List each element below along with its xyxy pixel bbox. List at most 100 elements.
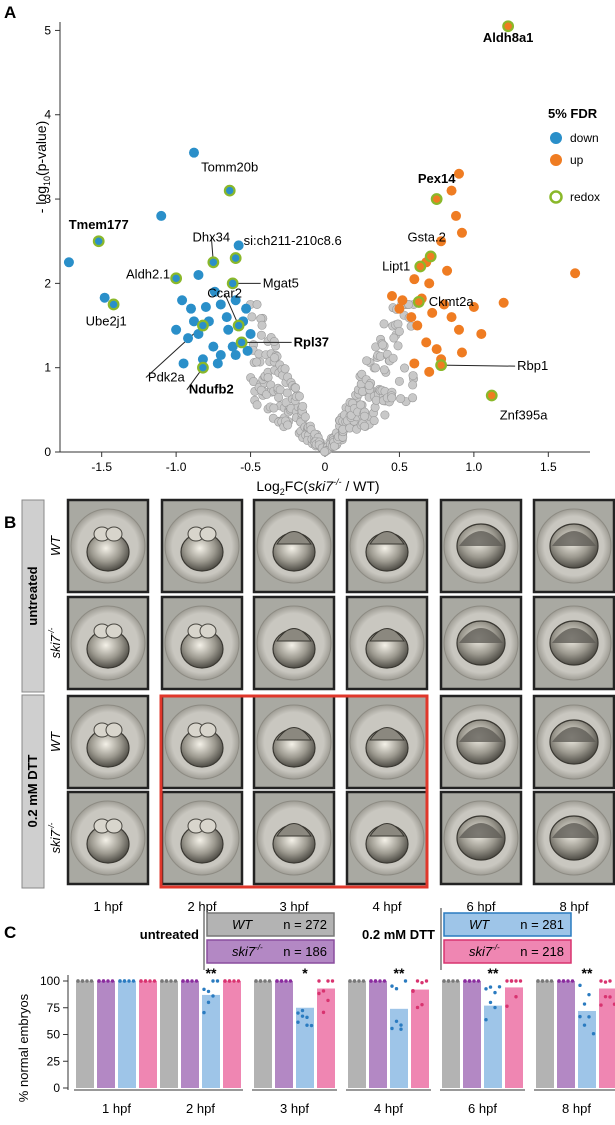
legend-untreated-label: untreated — [140, 927, 199, 942]
legend-genotype: ski7-/- — [232, 943, 263, 959]
replicate-dot — [300, 1014, 305, 1018]
ns-point — [269, 403, 279, 413]
replicate-dot — [451, 979, 455, 983]
bar-group-label: 6 hpf — [468, 1101, 497, 1116]
down-point — [215, 299, 226, 310]
blastoderm — [369, 727, 405, 741]
ns-point — [300, 412, 310, 422]
genotype-label: ski7-/- — [47, 627, 63, 658]
ns-point — [282, 388, 292, 398]
significant-points — [63, 20, 581, 402]
timepoint-label: 6 hpf — [467, 899, 496, 914]
replicate-dot — [97, 979, 101, 983]
blastoderm — [459, 727, 503, 742]
redox-point — [226, 277, 239, 290]
down-point — [212, 358, 223, 369]
y-tick-label: 5 — [44, 23, 51, 37]
timepoint-label: 3 hpf — [280, 899, 309, 914]
svg-text:untreated: untreated — [25, 566, 40, 625]
ns-point — [396, 394, 406, 404]
blastoderm — [459, 531, 503, 546]
replicate-dot — [394, 987, 399, 991]
replicate-dot — [599, 979, 603, 983]
redox-point — [502, 20, 515, 33]
volcano-legend: 5% FDR down up redox — [548, 106, 600, 204]
bar — [442, 981, 460, 1088]
replicate-dot — [540, 979, 545, 983]
ns-point — [364, 381, 374, 391]
down-point — [209, 286, 220, 297]
replicate-dot — [181, 979, 185, 983]
bar-groups: 1 hpf ** 2 hpf * 3 hpf ** 4 hpf ** 6 hpf ** 8 hpf — [74, 965, 615, 1116]
down-point — [188, 316, 199, 327]
up-point — [498, 297, 509, 308]
replicate-dot — [110, 979, 115, 983]
down-point — [188, 147, 199, 158]
embryo-image — [439, 595, 523, 691]
replicate-dot — [148, 979, 152, 983]
embryo-image — [66, 790, 150, 886]
genotype-sup: -/- — [47, 627, 56, 635]
blastoderm — [369, 628, 405, 642]
bar — [369, 981, 387, 1088]
bar-group-label: 3 hpf — [280, 1101, 309, 1116]
ns-point — [360, 421, 370, 431]
up-point — [468, 301, 479, 312]
redox-point — [170, 272, 183, 285]
replicate-dot — [403, 979, 408, 983]
replicate-dot — [420, 980, 424, 985]
down-point — [230, 295, 241, 306]
up-point — [436, 236, 447, 247]
redox-point — [424, 250, 437, 263]
ns-point — [408, 393, 418, 403]
replicate-dot — [76, 979, 80, 983]
panel-b-label: B — [4, 513, 16, 532]
genotype-name: WT — [48, 731, 63, 752]
gene-label: Aldh8a1 — [483, 30, 534, 45]
ns-point — [356, 400, 366, 410]
replicate-dot — [89, 979, 94, 983]
leader-line — [441, 364, 516, 367]
down-point — [233, 240, 244, 251]
up-point — [412, 320, 423, 331]
gene-label: Pdk2a — [148, 370, 186, 385]
replicate-dot — [85, 979, 89, 983]
ns-point — [252, 400, 262, 410]
gene-label: si:ch211-210c8.6 — [244, 233, 342, 248]
replicate-dot — [399, 1023, 403, 1027]
bar — [254, 981, 272, 1088]
replicate-dot — [587, 992, 591, 997]
replicate-dot — [309, 1023, 314, 1028]
replicate-dot — [390, 1026, 394, 1031]
redox-point — [107, 298, 120, 311]
down-point — [227, 341, 238, 352]
blastomere — [105, 818, 123, 834]
up-point — [424, 278, 435, 289]
embryo-image — [532, 595, 615, 691]
replicate-dot — [202, 987, 206, 992]
svg-text:0.2 mM DTT: 0.2 mM DTT — [25, 754, 40, 827]
ns-point — [291, 383, 301, 393]
replicate-dot — [442, 979, 446, 983]
replicate-dot — [305, 1023, 309, 1027]
gene-label: Znf395a — [500, 408, 548, 423]
legend-n: n = 281 — [520, 917, 564, 932]
up-point — [409, 274, 420, 285]
replicate-dot — [390, 984, 394, 988]
gene-label: Aldh2.1 — [126, 266, 170, 281]
legend-dtt-label: 0.2 mM DTT — [362, 927, 435, 942]
replicate-dot — [455, 979, 460, 983]
down-point — [215, 350, 226, 361]
blastoderm — [276, 531, 312, 545]
replicate-dot — [194, 979, 199, 983]
redox-point — [229, 252, 242, 264]
gene-label: Dhx34 — [193, 229, 231, 244]
replicate-dot — [211, 994, 215, 998]
replicate-dot — [536, 979, 540, 983]
down-point — [208, 341, 219, 352]
highlight-box — [159, 694, 429, 889]
replicate-dot — [549, 979, 554, 983]
legend-geno-name: WT — [469, 917, 490, 932]
ns-point — [408, 371, 418, 381]
